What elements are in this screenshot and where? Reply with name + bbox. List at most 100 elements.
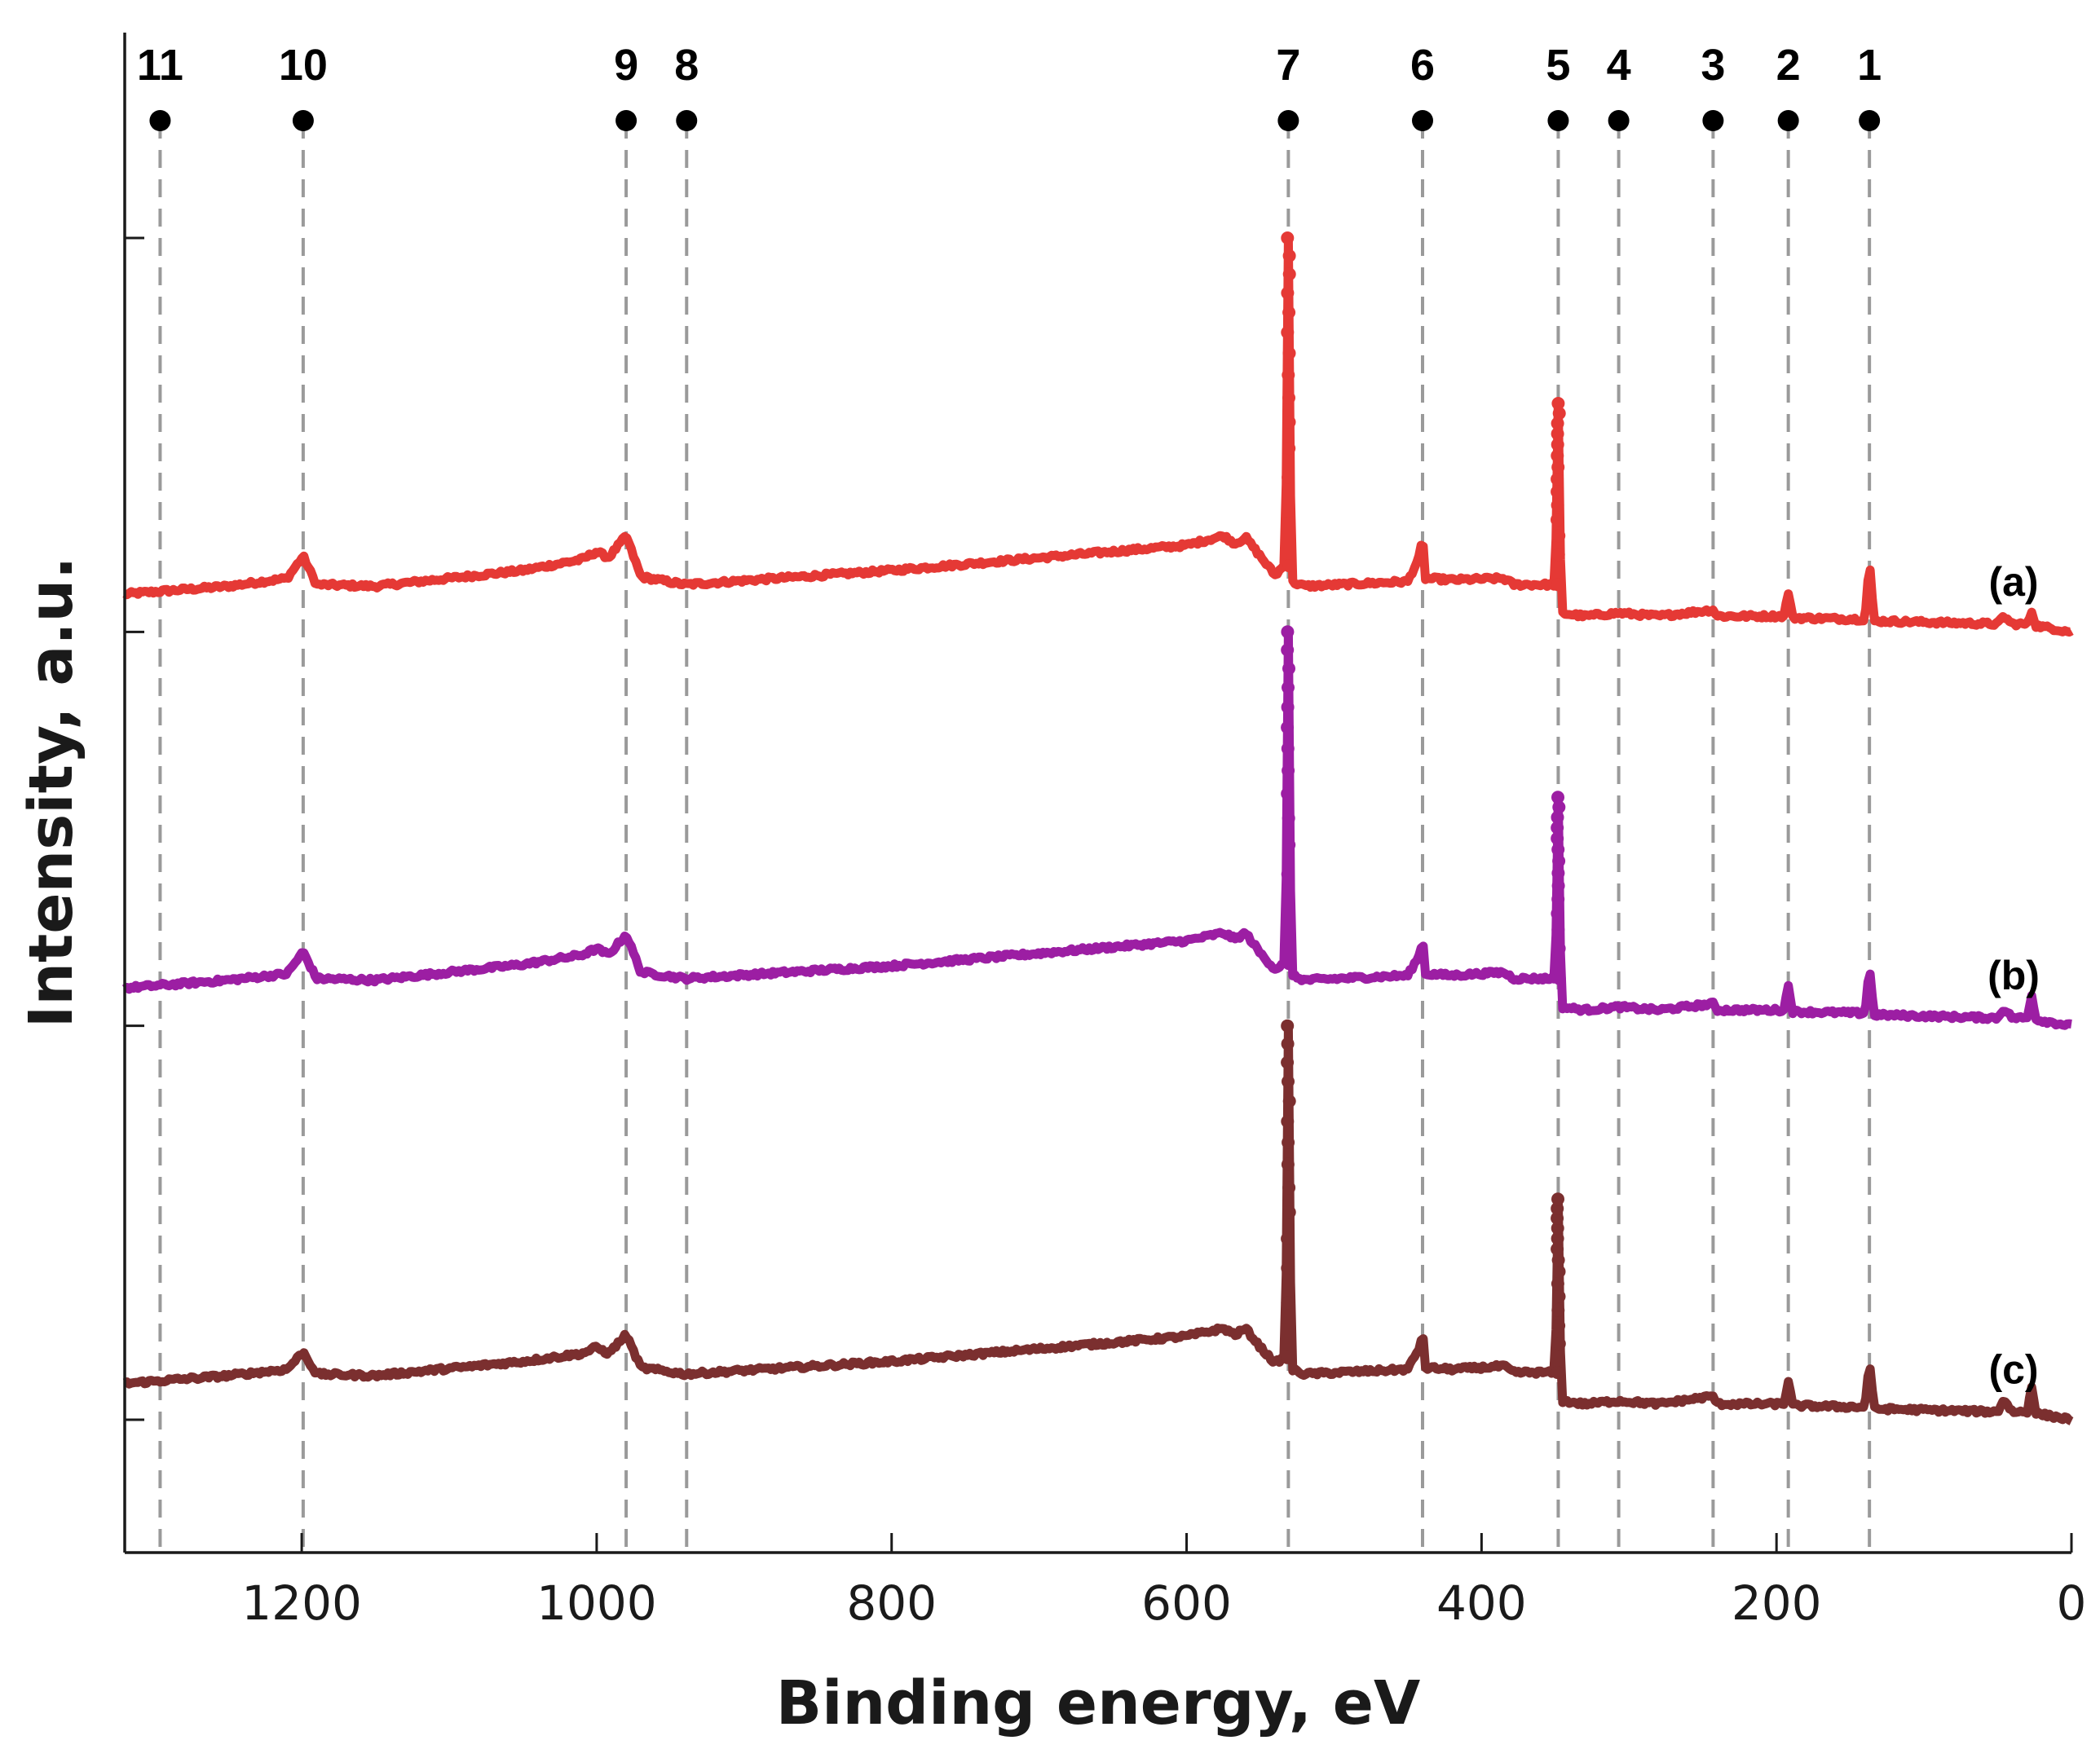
series-1-spike-dot [1281, 720, 1295, 734]
peak-label-2: 2 [1776, 41, 1801, 90]
series-1-spike-dot [1281, 625, 1295, 639]
series-2-spike-dot [1551, 1192, 1564, 1206]
peak-label-11: 11 [137, 41, 183, 90]
peak-marker-7 [1277, 110, 1299, 131]
series-trace-2 [122, 1022, 2074, 1425]
series-2-spike-dot [1551, 1211, 1564, 1225]
series-0-spike-dot [1282, 391, 1295, 405]
series-trace-0 [122, 234, 2074, 637]
series-0-spike-dot [1551, 485, 1564, 499]
series-2-spike-dot [1551, 1303, 1565, 1317]
series-0-spike-dot [1282, 368, 1295, 382]
y-ticks [125, 236, 144, 1421]
series-2-spike-dot [1551, 1366, 1564, 1379]
series-1-spike-dot [1282, 681, 1295, 694]
peak-label-8: 8 [674, 41, 699, 90]
series-1-spike-dot [1281, 867, 1295, 881]
series-0-spike-dot [1282, 249, 1296, 262]
peak-marker-4 [1608, 110, 1630, 131]
series-0-spike-dot [1281, 286, 1295, 300]
x-tick-label-0: 0 [2057, 1575, 2087, 1631]
series-0-spike-dot [1551, 498, 1564, 512]
series-1-spike-dot [1551, 879, 1565, 892]
series-0-spike-dot [1552, 407, 1566, 421]
series-2 [122, 1019, 2074, 1425]
series-0-spike-dot [1282, 306, 1296, 319]
series-1-spike-dot [1552, 941, 1566, 955]
peak-marker-2 [1777, 110, 1799, 131]
series-0-spike-dot [1551, 578, 1564, 592]
peak-label-3: 3 [1701, 41, 1725, 90]
series-label-1: (b) [1988, 953, 2040, 998]
series-1-spike-dot [1551, 791, 1564, 804]
series-2-spike-dot [1552, 1265, 1566, 1279]
x-axis-label: Binding energy, eV [776, 1668, 1421, 1738]
series-0-spike-dot [1282, 559, 1295, 573]
series-2-spike-dot [1551, 1201, 1564, 1215]
series-2-spike-dot [1282, 1181, 1296, 1195]
peak-label-9: 9 [614, 41, 638, 90]
series-0-spike-dot [1552, 529, 1566, 543]
series-1-spike-dot [1552, 854, 1566, 868]
series-0-spike-dot [1551, 513, 1564, 526]
series-2-spike-dot [1552, 1289, 1566, 1303]
series-0 [122, 231, 2074, 637]
y-axis-label: Intensity, a.u. [16, 557, 86, 1028]
series-1-spike-dot [1551, 866, 1565, 880]
peak-marker-10 [292, 110, 314, 131]
series-2-spike-dot [1281, 1115, 1295, 1128]
peak-label-7: 7 [1276, 41, 1300, 90]
series-2-spike-dot [1281, 1037, 1295, 1051]
series-1-spike-dot [1551, 923, 1565, 936]
series-2-spike-dot [1281, 1055, 1295, 1069]
series-2-spike-dot [1551, 1222, 1564, 1235]
series-0-spike-dot [1551, 416, 1564, 430]
peak-label-4: 4 [1607, 41, 1631, 90]
series-2-spike-dot [1281, 1296, 1295, 1310]
series-2-spike-dot [1281, 1231, 1295, 1245]
series-0-spike-dot [1282, 415, 1296, 429]
series-2-spike-dot [1282, 1095, 1296, 1108]
series-2-spike-dot [1281, 1262, 1295, 1275]
peak-marker-11 [149, 110, 171, 131]
series-1-spike-dot [1282, 838, 1296, 852]
series-2-spike-dot [1552, 1319, 1566, 1333]
series-0-spike-dot [1281, 325, 1295, 339]
series-0-spike-dot [1551, 548, 1565, 562]
series-1-spike-dot [1282, 764, 1295, 778]
series-0-spike-dot [1551, 449, 1564, 463]
series-trace-1 [121, 626, 2074, 1030]
peak-marker-1 [1859, 110, 1881, 131]
peak-marker-9 [615, 110, 638, 131]
series-0-spike-dot [1282, 470, 1295, 484]
peak-label-5: 5 [1546, 41, 1570, 90]
series-1-spike-dot [1281, 643, 1295, 657]
series-labels: (a) (b) (c) [1988, 559, 2040, 1393]
series-1-spike-dot [1551, 831, 1564, 845]
series-1-spike-dot [1551, 907, 1564, 920]
series-0-spike-dot [1282, 346, 1296, 360]
series-0-spike-dot [1551, 397, 1565, 410]
peak-markers: 11 10 9 8 7 6 5 4 3 2 1 [137, 41, 1882, 131]
x-tick-label-800: 800 [846, 1575, 937, 1631]
x-tick-label-1000: 1000 [536, 1575, 657, 1631]
axes [123, 33, 2071, 1554]
series-1-spike-dot [1281, 786, 1295, 800]
series-1-spike-dot [1281, 742, 1295, 756]
series-1-spike-dot [1551, 892, 1565, 906]
series-2-spike-dot [1551, 1242, 1564, 1256]
series-1-spike-dot [1551, 821, 1564, 835]
peak-label-6: 6 [1410, 41, 1435, 90]
reference-lines [158, 121, 1872, 1553]
series-1-spike-dot [1281, 700, 1295, 714]
peak-marker-8 [676, 110, 698, 131]
series-0-spike-dot [1551, 460, 1565, 474]
x-tick-label-600: 600 [1141, 1575, 1232, 1631]
series-0-spike-dot [1281, 504, 1295, 518]
series-1-spike-dot [1282, 957, 1296, 971]
series-0-spike-dot [1282, 442, 1296, 456]
series-1-spike-dot [1552, 800, 1566, 814]
peak-label-1: 1 [1857, 41, 1882, 90]
peak-label-10: 10 [279, 41, 328, 90]
